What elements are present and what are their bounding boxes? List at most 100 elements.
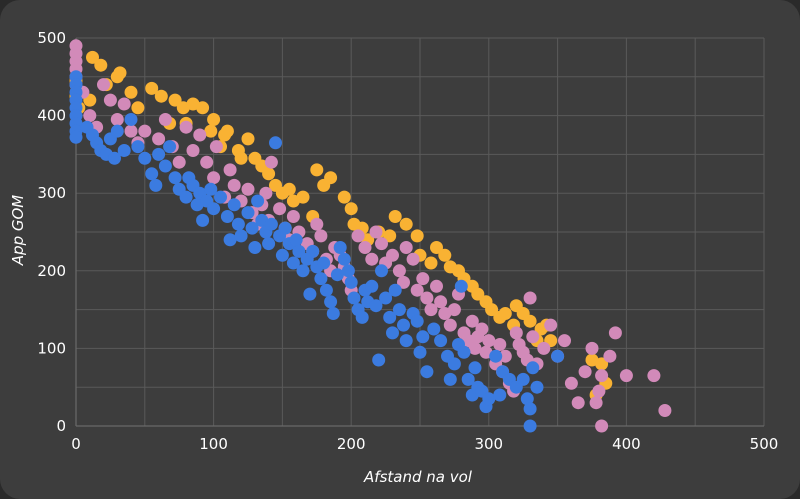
scatter-point-pink	[619, 369, 633, 383]
scatter-point-pink	[369, 225, 383, 239]
scatter-point-blue	[388, 283, 402, 297]
scatter-point-orange	[424, 256, 438, 270]
scatter-point-blue	[207, 202, 221, 216]
scatter-point-blue	[145, 167, 159, 181]
scatter-point-blue	[227, 198, 241, 212]
scatter-point-blue	[333, 241, 347, 254]
scatter-point-pink	[286, 210, 300, 223]
scatter-point-pink	[589, 396, 603, 410]
scatter-point-orange	[410, 229, 424, 243]
scatter-point-pink	[207, 171, 221, 185]
scatter-point-pink	[358, 241, 372, 254]
scatter-point-blue	[482, 392, 496, 406]
scatter-point-orange	[86, 50, 99, 64]
scatter-point-pink	[475, 322, 489, 336]
scatter-point-blue	[131, 140, 145, 154]
y-tick-label: 400	[37, 107, 66, 125]
scatter-point-blue	[383, 310, 397, 324]
scatter-point-orange	[344, 202, 358, 216]
scatter-point-blue	[420, 365, 434, 379]
scatter-point-orange	[595, 357, 609, 371]
scatter-point-orange	[399, 217, 413, 231]
data-points	[69, 39, 672, 433]
scatter-point-orange	[207, 113, 221, 126]
scatter-point-pink	[443, 318, 457, 332]
x-tick-label: 400	[612, 435, 641, 453]
x-tick-label: 300	[474, 435, 503, 453]
scatter-point-blue	[523, 402, 537, 416]
scatter-point-pink	[406, 252, 420, 266]
scatter-point-orange	[262, 167, 276, 181]
scatter-point-blue	[110, 124, 124, 138]
scatter-point-pink	[465, 314, 479, 328]
scatter-point-pink	[410, 283, 424, 297]
scatter-point-orange	[131, 101, 145, 115]
scatter-point-pink	[399, 241, 413, 254]
x-tick-label: 0	[71, 435, 81, 453]
scatter-point-pink	[259, 186, 273, 200]
scatter-point-blue	[447, 357, 461, 371]
scatter-point-blue	[520, 392, 534, 406]
scatter-point-blue	[269, 136, 282, 150]
scatter-point-pink	[447, 303, 461, 317]
scatter-point-blue	[434, 334, 448, 348]
scatter-point-blue	[344, 275, 358, 289]
scatter-point-pink	[179, 120, 193, 134]
scatter-point-blue	[314, 272, 328, 286]
scatter-point-pink	[592, 384, 606, 398]
scatter-point-blue	[443, 372, 457, 386]
scatter-point-orange	[145, 81, 159, 95]
y-tick-label: 200	[37, 262, 66, 280]
scatter-point-pink	[595, 369, 609, 383]
scatter-point-blue	[292, 244, 306, 258]
scatter-point-orange	[337, 190, 351, 204]
scatter-point-blue	[399, 334, 413, 348]
scatter-point-orange	[124, 85, 138, 99]
y-axis-ticks: 0 100 200 300 400 500	[37, 29, 66, 435]
scatter-point-pink	[430, 279, 443, 293]
scatter-point-blue	[516, 372, 530, 386]
scatter-point-blue	[427, 322, 441, 336]
scatter-point-blue	[372, 353, 386, 367]
scatter-point-blue	[369, 299, 383, 313]
scatter-point-blue	[149, 178, 163, 192]
scatter-point-pink	[434, 295, 448, 309]
scatter-point-orange	[94, 58, 108, 72]
scatter-point-orange	[168, 93, 182, 107]
scatter-point-blue	[275, 248, 289, 262]
y-tick-label: 500	[37, 29, 66, 47]
scatter-point-blue	[286, 256, 300, 270]
scatter-point-blue	[124, 113, 138, 126]
scatter-point-pink	[416, 272, 430, 286]
scatter-point-pink	[172, 155, 186, 169]
scatter-point-orange	[485, 303, 499, 317]
scatter-point-blue	[168, 171, 182, 185]
scatter-point-pink	[608, 326, 622, 340]
scatter-point-orange	[310, 163, 324, 177]
scatter-point-blue	[326, 307, 340, 320]
scatter-point-pink	[595, 419, 609, 433]
scatter-point-blue	[355, 310, 369, 324]
x-tick-label: 100	[199, 435, 228, 453]
scatter-point-blue	[152, 147, 166, 161]
scatter-point-orange	[204, 124, 218, 138]
scatter-point-pink	[526, 330, 540, 344]
scatter-point-pink	[658, 404, 672, 417]
scatter-point-pink	[186, 144, 200, 157]
x-tick-label: 500	[750, 435, 779, 453]
scatter-point-orange	[296, 190, 310, 204]
scatter-point-pink	[603, 349, 617, 363]
scatter-point-blue	[69, 130, 83, 144]
scatter-point-blue	[392, 303, 406, 317]
scatter-point-blue	[303, 287, 317, 301]
scatter-point-orange	[438, 248, 452, 262]
scatter-point-orange	[471, 287, 485, 301]
scatter-point-blue	[317, 256, 331, 270]
scatter-point-blue	[416, 330, 430, 344]
scatter-point-blue	[138, 151, 152, 165]
scatter-point-pink	[571, 396, 585, 410]
scatter-point-blue	[319, 283, 333, 297]
scatter-point-blue	[289, 233, 303, 247]
scatter-point-pink	[138, 124, 152, 138]
x-axis-ticks: 0 100 200 300 400 500	[71, 435, 778, 453]
